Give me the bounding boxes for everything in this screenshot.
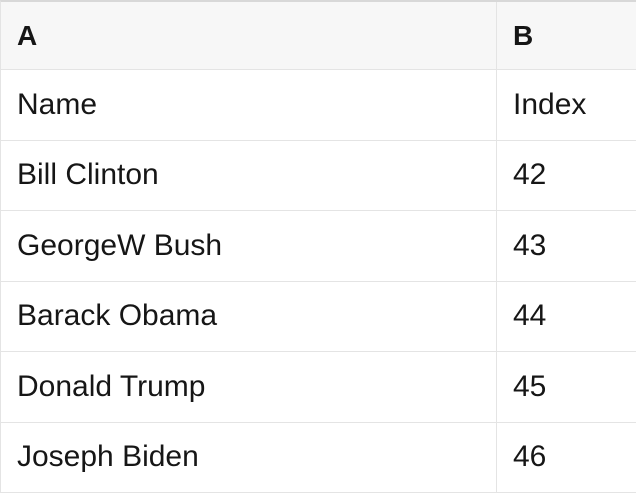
cell-a5[interactable]: Donald Trump — [1, 352, 497, 423]
cell-b1[interactable]: Index — [497, 70, 636, 141]
cell-a6[interactable]: Joseph Biden — [1, 423, 497, 493]
cell-b6[interactable]: 46 — [497, 423, 636, 493]
cell-a1[interactable]: Name — [1, 70, 497, 141]
cell-a3[interactable]: GeorgeW Bush — [1, 211, 497, 282]
cell-a4[interactable]: Barack Obama — [1, 282, 497, 353]
table-row-2: Bill Clinton 42 — [1, 141, 636, 212]
cell-b2[interactable]: 42 — [497, 141, 636, 212]
column-header-row: A B — [1, 2, 636, 70]
cell-b5[interactable]: 45 — [497, 352, 636, 423]
table-row-4: Barack Obama 44 — [1, 282, 636, 353]
table-row-1: Name Index — [1, 70, 636, 141]
table-row-5: Donald Trump 45 — [1, 352, 636, 423]
table-row-6: Joseph Biden 46 — [1, 423, 636, 493]
cell-b4[interactable]: 44 — [497, 282, 636, 353]
column-header-a[interactable]: A — [1, 2, 497, 70]
cell-b3[interactable]: 43 — [497, 211, 636, 282]
cell-a2[interactable]: Bill Clinton — [1, 141, 497, 212]
column-header-b[interactable]: B — [497, 2, 636, 70]
table-row-3: GeorgeW Bush 43 — [1, 211, 636, 282]
